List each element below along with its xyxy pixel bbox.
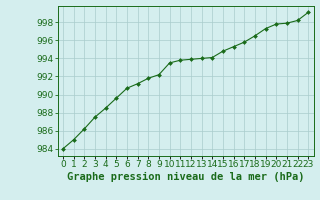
X-axis label: Graphe pression niveau de la mer (hPa): Graphe pression niveau de la mer (hPa) — [67, 172, 304, 182]
